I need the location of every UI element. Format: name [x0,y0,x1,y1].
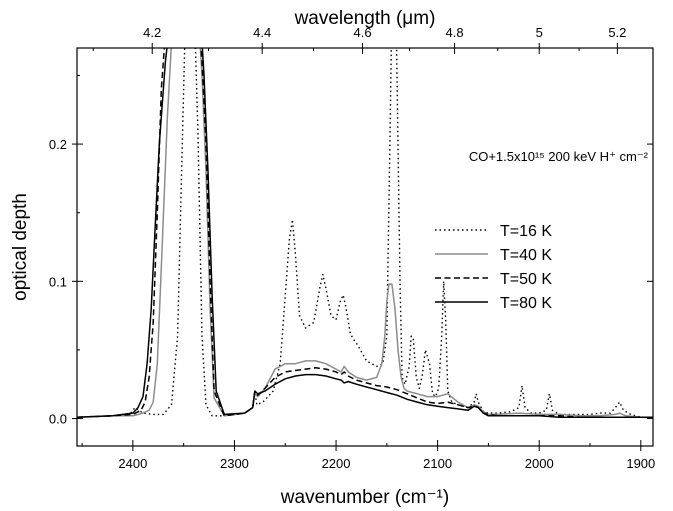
x-tick-label: 2200 [322,456,351,471]
x-axis-title: wavenumber (cm⁻¹) [280,487,449,508]
legend-label-4: T=80 K [500,295,552,312]
x-tick-label: 1900 [626,456,655,471]
y-tick-label: 0.2 [49,137,67,152]
x2-tick-label: 4.2 [143,25,161,40]
x2-axis-title: wavelength (μm) [294,8,436,29]
sample-annotation: CO+1.5x10¹⁵ 200 keV H⁺ cm⁻² [469,149,649,164]
legend-label-1: T=16 K [500,223,552,240]
series-line-1 [77,48,653,418]
top-axis: 4.2 4.4 4.6 4.8 5 5.2 [92,25,626,54]
x2-tick-label: 4.6 [354,25,372,40]
series-layer [77,48,653,418]
legend-label-3: T=50 K [500,271,552,288]
x-tick-label: 2000 [525,456,554,471]
legend: T=16 K T=40 K T=50 K T=80 K [435,223,552,312]
x2-tick-label: 5 [536,25,543,40]
x2-tick-label: 5.2 [608,25,626,40]
plot-frame [76,47,654,447]
left-axis: 0.0 0.1 0.2 [49,74,653,427]
x-tick-label: 2400 [118,456,147,471]
y-tick-label: 0.1 [49,274,67,289]
series-line-4 [77,48,653,418]
y-axis-title: optical depth [10,193,31,301]
x-tick-label: 2100 [423,456,452,471]
x2-tick-label: 4.4 [253,25,271,40]
y-tick-label: 0.0 [49,412,67,427]
bottom-axis: 2400 2300 2200 2100 2000 1900 [81,440,655,471]
legend-label-2: T=40 K [500,247,552,264]
x2-tick-label: 4.8 [446,25,464,40]
x-tick-label: 2300 [220,456,249,471]
